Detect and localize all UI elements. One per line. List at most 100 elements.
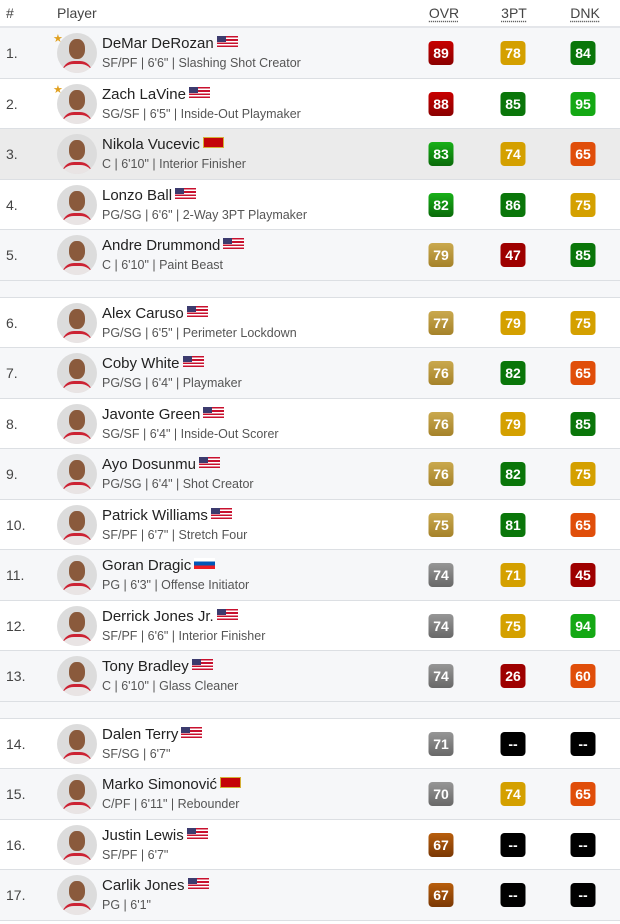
header-player[interactable]: Player (57, 5, 97, 21)
player-info: SG/SF | 6'5" | Inside-Out Playmaker (102, 106, 301, 121)
avatar-jersey (62, 263, 92, 275)
ovr-badge: 88 (428, 91, 454, 116)
table-row[interactable]: 3. Nikola Vucevic C | 6'10" | Interior Fin… (0, 129, 620, 180)
player-avatar[interactable] (57, 184, 97, 225)
header-3pt[interactable]: 3PT (501, 5, 527, 21)
player-avatar[interactable] (57, 605, 97, 646)
dunk-badge: 75 (570, 310, 596, 335)
player-table: 1. ★ DeMar DeRozan SF/PF | 6'6" | Slashing … (0, 28, 620, 921)
rank: 8. (6, 415, 18, 432)
table-row[interactable]: 11. Goran Dragic PG | 6'3" | Offense Initi… (0, 550, 620, 601)
player-name[interactable]: Alex Caruso (102, 304, 184, 322)
avatar-head (69, 662, 85, 682)
player-name[interactable]: Nikola Vucevic (102, 136, 200, 153)
player-name[interactable]: Zach LaVine (102, 85, 186, 103)
player-avatar[interactable] (57, 302, 97, 343)
three-pt-badge: 86 (500, 192, 526, 217)
player-info: SF/PF | 6'6" | Slashing Shot Creator (102, 56, 301, 70)
player-avatar[interactable] (57, 555, 97, 595)
rank: 11. (6, 567, 25, 583)
dunk-badge: 65 (570, 361, 596, 385)
player-avatar[interactable] (57, 875, 97, 915)
player-name[interactable]: Andre Drummond (102, 237, 221, 254)
flag-us-icon (216, 36, 238, 47)
three-pt-badge: 75 (500, 613, 526, 638)
header-dnk[interactable]: DNK (570, 5, 600, 21)
table-row[interactable]: 15. Marko Simonović C/PF | 6'11" | Rebound… (0, 769, 620, 820)
player-name[interactable]: DeMar DeRozan (102, 35, 214, 52)
player-name[interactable]: Goran Dragic (102, 557, 192, 574)
table-row[interactable]: 13. Tony Bradley C | 6'10" | Glass Cleaner… (0, 651, 620, 702)
avatar-head (69, 460, 85, 480)
avatar-jersey (62, 583, 92, 595)
player-info: SF/PF | 6'7" (102, 847, 169, 862)
ovr-badge: 74 (428, 563, 454, 587)
ovr-badge: 79 (428, 243, 454, 267)
ovr-badge: 76 (428, 462, 454, 486)
avatar-head (69, 89, 85, 110)
player-info: PG | 6'1" (102, 898, 151, 912)
avatar-head (69, 241, 85, 261)
player-avatar[interactable] (57, 235, 97, 275)
three-pt-badge: -- (500, 832, 526, 857)
player-info: PG/SG | 6'6" | 2-Way 3PT Playmaker (102, 207, 308, 222)
rank: 15. (6, 786, 26, 802)
table-row[interactable]: 10. Patrick Williams SF/PF | 6'7" | Stretc… (0, 500, 620, 550)
player-avatar[interactable] (57, 134, 97, 174)
table-row[interactable]: 14. Dalen Terry SF/SG | 6'7" 71 -- -- (0, 719, 620, 769)
player-avatar[interactable] (57, 824, 97, 865)
flag-us-icon (175, 187, 197, 199)
player-name[interactable]: Carlik Jones (102, 877, 185, 894)
player-name[interactable]: Patrick Williams (102, 506, 208, 524)
player-name[interactable]: Javonte Green (102, 405, 201, 423)
header-ovr[interactable]: OVR (428, 5, 460, 21)
player-avatar[interactable] (57, 403, 97, 444)
player-name[interactable]: Coby White (102, 355, 180, 372)
player-name[interactable]: Tony Bradley (102, 658, 189, 675)
table-row[interactable]: 5. Andre Drummond C | 6'10" | Paint Beast 7… (0, 230, 620, 281)
player-info: SF/SG | 6'7" (102, 746, 171, 761)
rank: 16. (6, 836, 26, 853)
table-row[interactable]: 12. Derrick Jones Jr. SF/PF | 6'6" | Inter… (0, 601, 620, 651)
table-row[interactable]: 4. Lonzo Ball PG/SG | 6'6" | 2-Way 3PT Pla… (0, 180, 620, 230)
player-name[interactable]: Justin Lewis (102, 826, 184, 844)
dunk-badge: 65 (570, 142, 596, 166)
ovr-badge: 70 (428, 782, 454, 806)
flag-us-icon (188, 86, 210, 98)
table-row[interactable]: 16. Justin Lewis SF/PF | 6'7" 67 -- -- (0, 820, 620, 870)
table-row[interactable]: 1. ★ DeMar DeRozan SF/PF | 6'6" | Slashing … (0, 28, 620, 79)
avatar-head (69, 510, 85, 531)
player-avatar[interactable] (57, 454, 97, 494)
three-pt-badge: 82 (500, 361, 526, 385)
player-name[interactable]: Ayo Dosunmu (102, 456, 196, 473)
avatar-jersey (62, 802, 92, 814)
flag-us-icon (182, 356, 204, 367)
table-row[interactable]: 6. Alex Caruso PG/SG | 6'5" | Perimeter Lo… (0, 298, 620, 348)
three-pt-badge: -- (500, 731, 526, 756)
player-avatar[interactable] (57, 83, 97, 124)
flag-us-icon (187, 878, 209, 889)
player-name[interactable]: Marko Simonović (102, 776, 218, 793)
three-pt-badge: 78 (500, 41, 526, 65)
player-name[interactable]: Lonzo Ball (102, 186, 173, 204)
table-row[interactable]: 2. ★ Zach LaVine SG/SF | 6'5" | Inside-Out … (0, 79, 620, 129)
player-info: PG | 6'3" | Offense Initiator (102, 578, 250, 592)
ovr-badge: 71 (428, 731, 454, 756)
player-avatar[interactable] (57, 504, 97, 545)
player-avatar[interactable] (57, 656, 97, 696)
three-pt-badge: 79 (500, 310, 526, 335)
table-row[interactable]: 17. Carlik Jones PG | 6'1" 67 -- -- (0, 870, 620, 921)
player-avatar[interactable] (57, 353, 97, 393)
all-star-icon: ★ (53, 33, 63, 45)
table-row[interactable]: 9. Ayo Dosunmu PG/SG | 6'4" | Shot Creator… (0, 449, 620, 500)
player-avatar[interactable] (57, 723, 97, 764)
avatar-jersey (62, 903, 92, 915)
player-avatar[interactable] (57, 774, 97, 814)
player-info: C/PF | 6'11" | Rebounder (102, 797, 240, 811)
table-row[interactable]: 7. Coby White PG/SG | 6'4" | Playmaker 76 82… (0, 348, 620, 399)
player-avatar[interactable] (57, 33, 97, 73)
table-row[interactable]: 8. Javonte Green SG/SF | 6'4" | Inside-Out… (0, 399, 620, 449)
player-name[interactable]: Derrick Jones Jr. (102, 607, 214, 625)
ovr-badge: 67 (428, 832, 454, 857)
player-name[interactable]: Dalen Terry (102, 725, 179, 743)
